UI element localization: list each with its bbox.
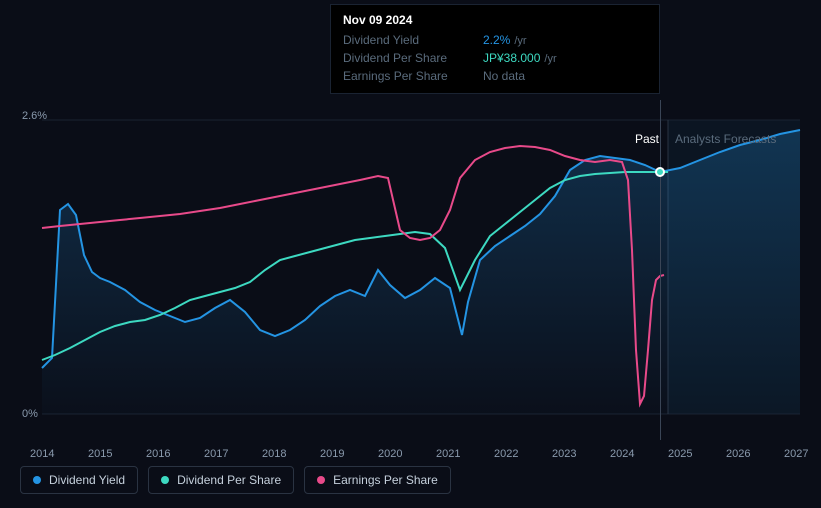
x-axis-label: 2017 [204,448,228,460]
x-axis-label: 2021 [436,448,460,460]
tooltip-row: Earnings Per ShareNo data [343,67,647,85]
x-axis-label: 2025 [668,448,692,460]
tooltip-label: Dividend Yield [343,33,483,47]
x-axis-label: 2016 [146,448,170,460]
tooltip-label: Earnings Per Share [343,69,483,83]
tooltip-row: Dividend Per ShareJP¥38.000/yr [343,49,647,67]
legend: Dividend Yield Dividend Per Share Earnings… [20,466,451,494]
tooltip: Nov 09 2024 Dividend Yield2.2%/yrDividen… [330,4,660,94]
chart-container: Nov 09 2024 Dividend Yield2.2%/yrDividen… [0,0,821,508]
legend-label: Dividend Yield [49,473,125,487]
legend-label: Earnings Per Share [333,473,438,487]
dividend-yield-area [42,130,800,414]
cursor-dot [655,167,665,177]
legend-dot [317,476,325,484]
tooltip-value: No data [483,69,525,83]
legend-dot [161,476,169,484]
x-axis-label: 2015 [88,448,112,460]
cursor-line [660,100,661,440]
tooltip-value: 2.2%/yr [483,33,527,47]
tooltip-unit: /yr [514,35,526,47]
legend-label: Dividend Per Share [177,473,281,487]
legend-item[interactable]: Earnings Per Share [304,466,451,494]
x-axis-label: 2020 [378,448,402,460]
tooltip-value: JP¥38.000/yr [483,51,557,65]
x-axis-label: 2024 [610,448,634,460]
x-axis-label: 2027 [784,448,808,460]
tooltip-row: Dividend Yield2.2%/yr [343,31,647,49]
region-label-forecast: Analysts Forecasts [675,132,776,146]
legend-item[interactable]: Dividend Per Share [148,466,294,494]
x-axis-label: 2022 [494,448,518,460]
x-axis-label: 2014 [30,448,54,460]
tooltip-unit: /yr [544,53,556,65]
x-axis-label: 2026 [726,448,750,460]
x-axis-label: 2023 [552,448,576,460]
legend-item[interactable]: Dividend Yield [20,466,138,494]
x-axis-label: 2018 [262,448,286,460]
x-axis-label: 2019 [320,448,344,460]
y-axis-min: 0% [22,408,38,420]
legend-dot [33,476,41,484]
tooltip-label: Dividend Per Share [343,51,483,65]
region-label-past: Past [635,132,659,146]
y-axis-max: 2.6% [22,110,47,122]
tooltip-date: Nov 09 2024 [343,13,647,27]
